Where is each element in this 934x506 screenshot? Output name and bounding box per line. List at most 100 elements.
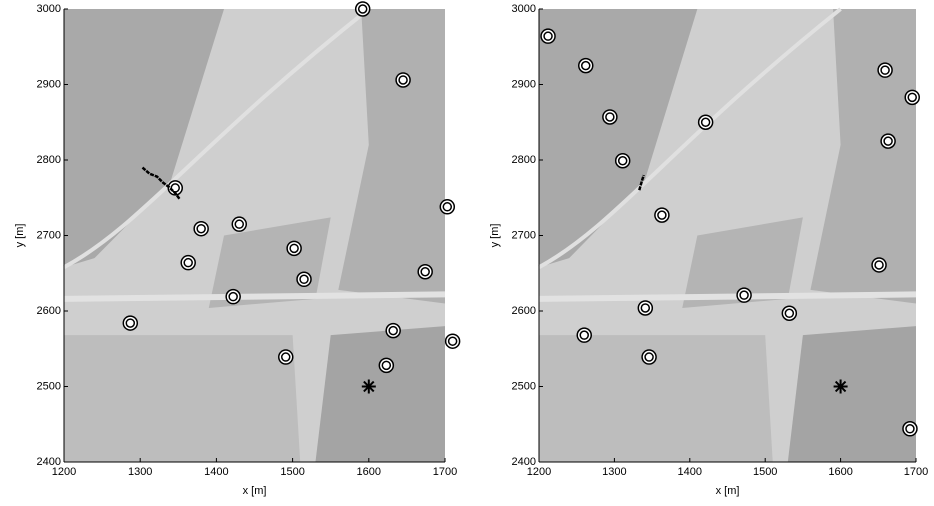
marker-outer bbox=[697, 114, 714, 130]
forest bbox=[682, 217, 803, 308]
marker-inner bbox=[657, 210, 667, 220]
panel: 1200 1300 1400 1500 1600 1700 2400 2500 2600 2700… bbox=[14, 1, 461, 497]
marker-inner bbox=[905, 424, 915, 434]
marker-inner bbox=[700, 117, 711, 127]
star-stroke bbox=[834, 380, 847, 393]
forest bbox=[64, 9, 225, 268]
marker-outer bbox=[385, 322, 401, 339]
marker-outer bbox=[877, 62, 893, 78]
marker-outer bbox=[904, 89, 920, 106]
marker-inner bbox=[447, 336, 458, 346]
marker-outer bbox=[602, 109, 618, 125]
marker-outer bbox=[180, 254, 196, 271]
marker-inner bbox=[228, 291, 238, 302]
marker-outer bbox=[871, 257, 887, 273]
track bbox=[141, 166, 181, 201]
y-axis-label: y [m] bbox=[14, 224, 26, 248]
marker-outer bbox=[654, 207, 670, 223]
circle-marker bbox=[641, 349, 657, 365]
circle-marker bbox=[439, 199, 456, 215]
marker-inner bbox=[420, 266, 430, 277]
marker-outer bbox=[902, 421, 918, 437]
marker-outer bbox=[286, 240, 302, 257]
marker-outer bbox=[736, 287, 752, 303]
marker-outer bbox=[225, 288, 241, 305]
marker-outer bbox=[122, 315, 139, 331]
aerial-background bbox=[63, 7, 446, 462]
marker-inner bbox=[234, 219, 245, 229]
circle-marker bbox=[697, 114, 714, 130]
y-tick-label: 3000 bbox=[37, 3, 61, 15]
forest bbox=[810, 9, 916, 304]
circle-marker bbox=[193, 220, 209, 237]
marker-inner bbox=[357, 4, 368, 14]
x-tick-label: 1600 bbox=[357, 466, 381, 478]
star-marker bbox=[833, 379, 848, 394]
y-tick-label: 2900 bbox=[37, 78, 61, 90]
panel: 1200 1300 1400 1500 1600 1700 2400 2500 2600 2700… bbox=[489, 3, 928, 497]
road bbox=[538, 7, 842, 269]
marker-inner bbox=[381, 360, 392, 371]
marker-outer bbox=[231, 216, 248, 232]
circle-marker bbox=[296, 271, 312, 288]
marker-inner bbox=[874, 260, 884, 270]
marker-outer bbox=[296, 271, 312, 288]
marker-outer bbox=[378, 357, 395, 374]
y-tick-label: 2800 bbox=[37, 154, 61, 166]
y-tick-label: 2400 bbox=[512, 456, 536, 468]
circle-marker bbox=[395, 72, 411, 88]
marker-inner bbox=[617, 156, 628, 166]
x-tick-label: 1300 bbox=[602, 466, 626, 478]
circle-marker bbox=[576, 327, 592, 343]
forest bbox=[315, 326, 445, 462]
track bbox=[638, 174, 645, 191]
x-tick-label: 1400 bbox=[204, 466, 228, 478]
marker-inner bbox=[784, 308, 795, 319]
circle-marker bbox=[286, 240, 302, 257]
marker-outer bbox=[637, 300, 654, 316]
marker-inner bbox=[442, 202, 453, 212]
marker-inner bbox=[644, 352, 654, 362]
marker-outer bbox=[354, 1, 371, 17]
star-marker bbox=[361, 379, 376, 394]
circle-marker bbox=[602, 109, 618, 125]
road bbox=[538, 291, 917, 302]
y-tick-label: 2800 bbox=[512, 154, 536, 166]
x-tick-label: 1200 bbox=[52, 466, 76, 478]
circle-marker bbox=[880, 133, 896, 149]
field bbox=[64, 335, 301, 462]
y-tick-label: 2500 bbox=[512, 380, 536, 392]
marker-outer bbox=[614, 153, 631, 169]
marker-outer bbox=[577, 57, 594, 74]
field bbox=[539, 335, 773, 462]
forest bbox=[787, 326, 916, 462]
circle-marker bbox=[180, 254, 196, 271]
circle-marker bbox=[277, 349, 294, 365]
circle-marker bbox=[231, 216, 248, 232]
circle-marker bbox=[614, 153, 631, 169]
x-tick-label: 1300 bbox=[128, 466, 152, 478]
marker-inner bbox=[388, 325, 398, 336]
circle-marker bbox=[871, 257, 887, 273]
circle-marker bbox=[781, 305, 798, 322]
y-tick-label: 2400 bbox=[37, 456, 61, 468]
circle-marker bbox=[540, 28, 556, 44]
y-tick-label: 2600 bbox=[512, 305, 536, 317]
marker-inner bbox=[398, 75, 408, 85]
x-tick-label: 1500 bbox=[753, 466, 777, 478]
circle-marker bbox=[902, 421, 918, 437]
circle-marker bbox=[877, 62, 893, 78]
marker-inner bbox=[640, 303, 651, 313]
marker-outer bbox=[576, 327, 592, 343]
y-axis-label: y [m] bbox=[489, 224, 501, 248]
marker-outer bbox=[641, 349, 657, 365]
star-stroke bbox=[363, 380, 375, 393]
marker-inner bbox=[125, 318, 136, 328]
marker-outer bbox=[540, 28, 556, 44]
forest bbox=[539, 9, 698, 268]
circle-marker bbox=[354, 1, 371, 17]
marker-outer bbox=[417, 263, 433, 280]
circle-marker bbox=[904, 89, 920, 106]
